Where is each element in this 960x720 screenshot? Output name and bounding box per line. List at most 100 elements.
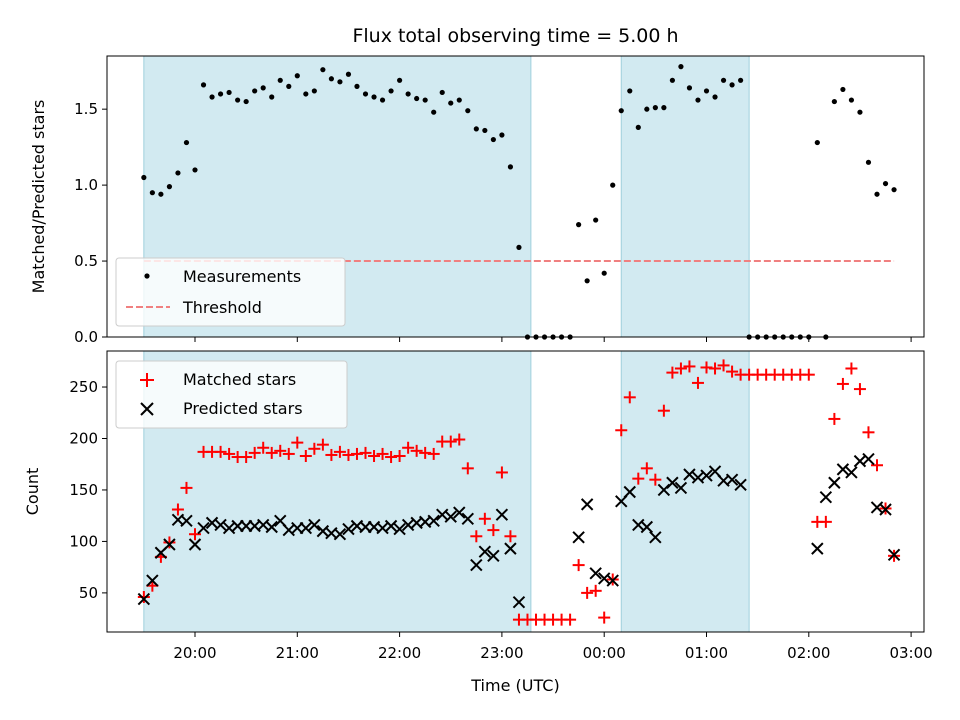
matched-star-point [402,441,415,454]
predicted-star-point [828,476,841,489]
x-axis-label: Time (UTC) [470,676,559,695]
predicted-star-point [819,490,833,504]
measurement-point [831,98,837,105]
measurement-point [209,94,215,100]
matched-star-point [171,503,184,516]
measurement-point [183,139,190,146]
predicted-star-point [214,518,227,532]
measurement-point [328,76,334,82]
matched-star-point [845,362,858,375]
y-tick-label: 100 [69,532,98,550]
measurement-point [499,132,505,138]
x-tick-label: 02:00 [787,644,830,662]
top-panel-y-axis-label: Matched/Predicted stars [29,100,48,294]
x-tick-label: 22:00 [378,644,421,662]
matched-star-point [504,530,517,543]
top-panel-frame [106,55,925,338]
x-tick-label: 03:00 [889,644,932,662]
legend-measurements-label: Measurements [183,267,301,286]
measurement-point [235,97,241,103]
matched-star-point [819,515,832,528]
measurement-point [507,164,514,170]
y-tick-label: 0.5 [74,252,98,270]
matched-star-point [623,391,636,404]
measurement-point [192,167,198,173]
x-tick-label: 01:00 [685,644,728,662]
measurement-point [286,83,292,89]
matched-star-point [180,481,193,494]
measurement-point [456,97,462,103]
predicted-star-point [188,538,202,551]
matched-star-point [649,473,662,486]
matched-star-point [427,447,440,460]
matched-star-point [189,528,201,541]
measurement-point [149,190,155,196]
predicted-star-point [683,468,696,481]
matched-star-point [615,424,628,437]
bottom-panel-y-ticks: 50 100 150 200 250 [69,378,107,602]
predicted-star-point [623,485,636,499]
predicted-star-point [453,506,466,519]
predicted-star-point [589,567,602,580]
matched-star-point [640,462,653,475]
measurement-point [362,91,369,97]
x-tick-label: 23:00 [480,644,523,662]
matched-star-point [572,559,585,572]
predicted-star-point [470,558,483,572]
matched-star-point [691,376,704,389]
measurement-point [345,71,352,77]
legend-predicted-label: Predicted stars [183,399,303,418]
predicted-star-point [265,520,278,534]
matched-star-point [257,441,270,454]
y-tick-label: 250 [69,378,98,396]
matched-star-point [410,444,423,457]
measurement-point [226,89,232,96]
predicted-star-point [384,519,398,533]
measurement-point [294,73,300,79]
predicted-star-point [606,574,619,587]
measurement-point [175,170,181,176]
x-tick-label: 20:00 [173,644,216,662]
measurement-point [311,88,317,94]
matched-star-point [726,365,739,378]
matched-star-point [853,383,866,396]
predicted-star-point [393,522,406,536]
measurement-point [371,94,377,100]
y-tick-label: 150 [69,481,98,499]
matched-star-point [444,435,457,448]
matched-star-point [657,404,670,417]
matched-star-point [265,446,278,459]
matched-star-point [137,591,150,604]
predicted-star-point [299,521,313,535]
measurement-point [243,98,249,105]
measurement-point [644,106,650,112]
predicted-star-point [836,463,850,476]
measurement-point [269,94,275,100]
predicted-star-point [887,548,901,562]
legend-threshold-label: Threshold [182,298,262,317]
measurement-point [217,91,224,97]
measurement-point [490,136,496,143]
matched-star-point [836,377,849,390]
predicted-star-point [640,520,654,534]
matched-star-point [342,448,355,461]
matched-star-point [333,445,346,458]
measurement-point [891,187,897,193]
predicted-star-point [845,466,858,479]
predicted-star-point [146,574,159,587]
measurement-point [627,88,633,94]
measurement-point [576,222,582,228]
measurement-point [652,105,658,111]
predicted-star-point [444,510,457,523]
matched-star-point [274,444,287,457]
matched-star-point [385,451,398,464]
matched-star-point [862,426,875,439]
y-tick-label: 1.5 [74,100,98,118]
measurement-point [422,97,428,103]
matched-star-point [393,449,406,462]
legend-matched-marker [140,373,154,387]
matched-star-point [564,613,577,626]
matched-star-point [248,446,261,459]
bottom-panel-predicted-points [137,452,901,609]
matched-star-point [299,449,312,462]
